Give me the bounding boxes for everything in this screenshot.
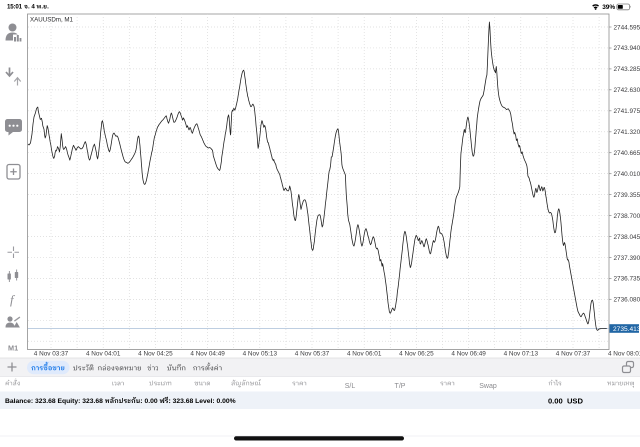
svg-text:2738.700: 2738.700 [614, 213, 640, 220]
svg-text:4 Nov 04:49: 4 Nov 04:49 [190, 351, 225, 358]
svg-text:Balance: 323.68 Equity: 323.68: Balance: 323.68 Equity: 323.68 [5, 398, 105, 405]
svg-text:4 Nov 05:37: 4 Nov 05:37 [295, 351, 330, 358]
svg-text:39%: 39% [602, 4, 615, 11]
svg-text:T/P: T/P [395, 383, 406, 390]
svg-text:2735.413: 2735.413 [613, 326, 640, 333]
svg-text:4 Nov 06:25: 4 Nov 06:25 [399, 351, 434, 358]
svg-text:4 Nov 07:13: 4 Nov 07:13 [504, 351, 539, 358]
svg-text:323.68 Level: 0.00%: 323.68 Level: 0.00% [171, 398, 236, 405]
svg-text:2740.665: 2740.665 [614, 150, 640, 157]
svg-text:Swap: Swap [479, 383, 497, 390]
svg-text:2741.320: 2741.320 [614, 129, 640, 136]
svg-text:4 Nov 07:37: 4 Nov 07:37 [556, 351, 591, 358]
svg-text:15:01: 15:01 [7, 3, 23, 10]
svg-text:XAUUSDm, M1: XAUUSDm, M1 [30, 16, 74, 23]
svg-text:2739.355: 2739.355 [614, 192, 640, 199]
svg-text:2743.285: 2743.285 [614, 66, 640, 73]
svg-text:2736.080: 2736.080 [614, 297, 640, 304]
svg-text:2736.735: 2736.735 [614, 276, 640, 283]
svg-text:2744.595: 2744.595 [614, 24, 640, 31]
svg-text:S/L: S/L [345, 383, 356, 390]
svg-text:0.00: 0.00 [143, 398, 160, 405]
svg-text:4 Nov 06:01: 4 Nov 06:01 [347, 351, 382, 358]
svg-text:2742.630: 2742.630 [614, 87, 640, 94]
svg-text:2740.010: 2740.010 [614, 171, 640, 178]
svg-text:2738.045: 2738.045 [614, 234, 640, 241]
svg-text:4 Nov 04:25: 4 Nov 04:25 [138, 351, 173, 358]
svg-text:4 Nov 08:01: 4 Nov 08:01 [608, 351, 640, 358]
svg-text:2743.940: 2743.940 [614, 45, 640, 52]
svg-text:4 Nov 06:49: 4 Nov 06:49 [451, 351, 486, 358]
svg-text:4 Nov 03:37: 4 Nov 03:37 [34, 351, 69, 358]
svg-text:M1: M1 [8, 344, 18, 353]
svg-text:2741.975: 2741.975 [614, 108, 640, 115]
svg-text:0.00 USD: 0.00 USD [548, 396, 584, 405]
svg-text:f: f [10, 292, 16, 307]
svg-text:4 Nov 05:13: 4 Nov 05:13 [243, 351, 278, 358]
svg-text:4 Nov 04:01: 4 Nov 04:01 [86, 351, 121, 358]
svg-text:2737.390: 2737.390 [614, 255, 640, 262]
